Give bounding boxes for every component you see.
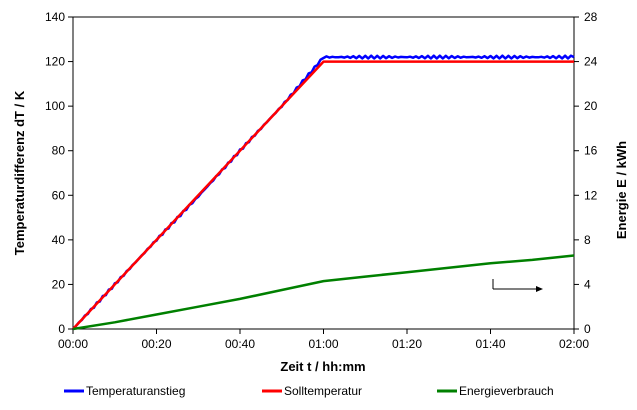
legend-label: Temperaturanstieg xyxy=(86,384,185,398)
x-tick-label: 01:40 xyxy=(475,337,505,351)
y2-tick-label: 16 xyxy=(584,144,598,158)
y-tick-label: 140 xyxy=(45,10,65,24)
y-tick-label: 80 xyxy=(52,144,66,158)
legend-label: Energieverbrauch xyxy=(459,384,554,398)
y2-tick-label: 8 xyxy=(584,233,591,247)
y2-axis-ticks: 0 4 8 12 16 20 24 28 xyxy=(574,10,598,336)
y2-tick-label: 4 xyxy=(584,277,591,291)
y-axis-title: Temperaturdifferenz dT / K xyxy=(12,90,27,255)
x-tick-label: 01:00 xyxy=(308,337,338,351)
y2-tick-label: 20 xyxy=(584,99,598,113)
y-tick-label: 60 xyxy=(52,188,66,202)
y2-tick-label: 24 xyxy=(584,55,598,69)
legend: Temperaturanstieg Solltemperatur Energieve… xyxy=(64,384,554,398)
y-tick-label: 40 xyxy=(52,233,66,247)
series-line-solltemperatur xyxy=(72,60,574,330)
x-tick-label: 00:00 xyxy=(58,337,88,351)
y2-tick-label: 0 xyxy=(584,322,591,336)
x-tick-label: 01:20 xyxy=(392,337,422,351)
y-tick-label: 120 xyxy=(45,55,65,69)
series-layer xyxy=(72,54,575,331)
x-tick-label: 00:40 xyxy=(225,337,255,351)
annotation-arrow-head xyxy=(536,286,543,292)
y2-tick-label: 28 xyxy=(584,10,598,24)
y-tick-label: 0 xyxy=(58,322,65,336)
y2-axis-title: Energie E / kWh xyxy=(614,141,629,239)
y-tick-label: 100 xyxy=(45,99,65,113)
y2-tick-label: 12 xyxy=(584,188,598,202)
annotation-arrow xyxy=(492,279,543,292)
x-axis-title: Zeit t / hh:mm xyxy=(280,359,365,374)
x-axis-ticks: 00:00 00:20 00:40 01:00 01:20 01:40 02:00 xyxy=(58,329,589,351)
x-tick-label: 00:20 xyxy=(141,337,171,351)
series-line-energieverbrauch xyxy=(72,254,575,331)
y-axis-ticks: 0 20 40 60 80 100 120 140 xyxy=(45,10,73,336)
x-tick-label: 02:00 xyxy=(559,337,589,351)
plot-area xyxy=(72,16,575,330)
y-tick-label: 20 xyxy=(52,277,66,291)
legend-label: Solltemperatur xyxy=(284,384,362,398)
